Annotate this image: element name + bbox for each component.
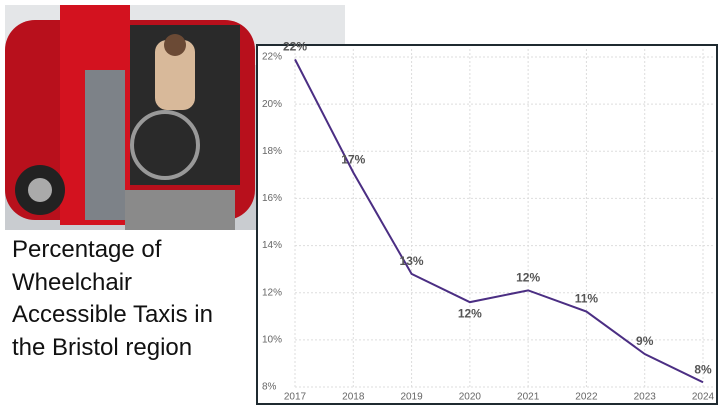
x-tick-label: 2019 xyxy=(400,392,423,403)
x-tick-label: 2024 xyxy=(692,392,715,403)
x-tick-label: 2023 xyxy=(634,392,657,403)
data-label: 12% xyxy=(516,271,540,285)
y-tick-label: 12% xyxy=(262,287,282,298)
x-tick-label: 2020 xyxy=(459,392,482,403)
y-tick-label: 8% xyxy=(262,382,277,393)
line xyxy=(294,58,704,384)
data-label: 22% xyxy=(283,40,307,54)
data-label: 12% xyxy=(458,306,482,320)
data-label: 9% xyxy=(636,334,654,348)
y-tick-label: 14% xyxy=(262,240,282,251)
x-tick-label: 2021 xyxy=(517,392,540,403)
slide-title: Percentage of Wheelchair Accessible Taxi… xyxy=(12,236,213,361)
data-label: 13% xyxy=(400,254,424,268)
y-tick-label: 20% xyxy=(262,99,282,110)
x-tick-label: 2017 xyxy=(284,392,307,403)
y-tick-label: 10% xyxy=(262,334,282,345)
data-label: 17% xyxy=(341,153,365,167)
y-tick-label: 18% xyxy=(262,146,282,157)
y-tick-label: 16% xyxy=(262,193,282,204)
x-tick-label: 2022 xyxy=(575,392,598,403)
chart-frame xyxy=(256,44,718,405)
data-label: 8% xyxy=(694,362,712,376)
data-label: 11% xyxy=(575,292,599,306)
x-tick-label: 2018 xyxy=(342,392,365,403)
y-tick-label: 22% xyxy=(262,52,282,63)
photo xyxy=(5,5,345,230)
